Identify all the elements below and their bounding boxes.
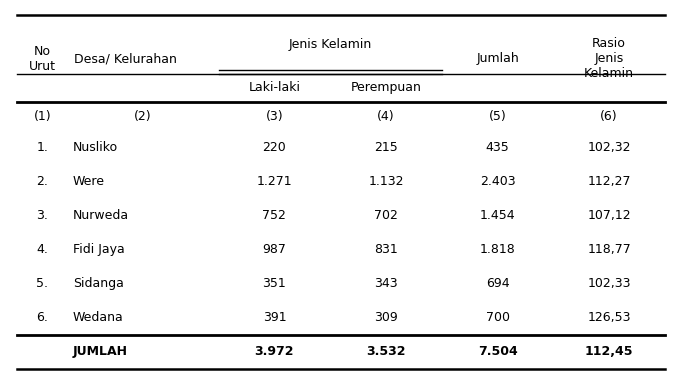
- Text: (3): (3): [265, 110, 283, 123]
- Text: 694: 694: [486, 277, 509, 290]
- Text: (4): (4): [377, 110, 395, 123]
- Text: 1.132: 1.132: [368, 175, 404, 188]
- Text: Fidi Jaya: Fidi Jaya: [73, 243, 125, 256]
- Text: No
Urut: No Urut: [29, 45, 56, 73]
- Text: Desa/ Kelurahan: Desa/ Kelurahan: [74, 52, 177, 65]
- Text: Nusliko: Nusliko: [73, 141, 118, 154]
- Text: 2.: 2.: [36, 175, 48, 188]
- Text: 435: 435: [486, 141, 509, 154]
- Text: 700: 700: [486, 311, 509, 324]
- Text: 4.: 4.: [36, 243, 48, 256]
- Text: 309: 309: [374, 311, 398, 324]
- Text: 6.: 6.: [36, 311, 48, 324]
- Text: Perempuan: Perempuan: [351, 81, 421, 95]
- Text: 112,27: 112,27: [587, 175, 631, 188]
- Text: Jenis Kelamin: Jenis Kelamin: [288, 38, 372, 51]
- Text: 126,53: 126,53: [587, 311, 631, 324]
- Text: Sidanga: Sidanga: [73, 277, 123, 290]
- Text: 1.271: 1.271: [256, 175, 292, 188]
- Text: (5): (5): [489, 110, 507, 123]
- Text: 112,45: 112,45: [585, 345, 634, 358]
- Text: 215: 215: [374, 141, 398, 154]
- Text: (2): (2): [134, 110, 152, 123]
- Text: JUMLAH: JUMLAH: [73, 345, 128, 358]
- Text: 351: 351: [263, 277, 286, 290]
- Text: 3.972: 3.972: [254, 345, 294, 358]
- Text: (1): (1): [33, 110, 51, 123]
- Text: 118,77: 118,77: [587, 243, 631, 256]
- Text: Wedana: Wedana: [73, 311, 123, 324]
- Text: 831: 831: [374, 243, 398, 256]
- Text: 1.: 1.: [36, 141, 48, 154]
- Text: 1.818: 1.818: [479, 243, 516, 256]
- Text: 220: 220: [263, 141, 286, 154]
- Text: Jumlah: Jumlah: [476, 52, 519, 65]
- Text: Nurweda: Nurweda: [73, 209, 129, 222]
- Text: 5.: 5.: [36, 277, 48, 290]
- Text: 102,32: 102,32: [587, 141, 631, 154]
- Text: 2.403: 2.403: [479, 175, 516, 188]
- Text: 987: 987: [263, 243, 286, 256]
- Text: 391: 391: [263, 311, 286, 324]
- Text: 107,12: 107,12: [587, 209, 631, 222]
- Text: (6): (6): [600, 110, 618, 123]
- Text: Were: Were: [73, 175, 105, 188]
- Text: 102,33: 102,33: [587, 277, 631, 290]
- Text: 1.454: 1.454: [479, 209, 516, 222]
- Text: 7.504: 7.504: [477, 345, 518, 358]
- Text: Rasio
Jenis
Kelamin: Rasio Jenis Kelamin: [584, 37, 634, 80]
- Text: 343: 343: [374, 277, 398, 290]
- Text: 752: 752: [263, 209, 286, 222]
- Text: 3.: 3.: [36, 209, 48, 222]
- Text: Laki-laki: Laki-laki: [248, 81, 300, 95]
- Text: 3.532: 3.532: [366, 345, 406, 358]
- Text: 702: 702: [374, 209, 398, 222]
